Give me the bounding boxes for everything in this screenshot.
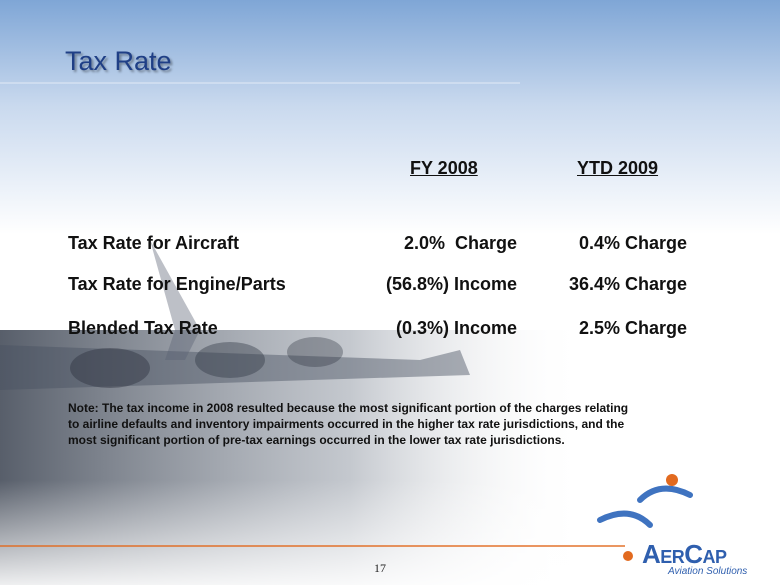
- note-line: most significant portion of pre-tax earn…: [68, 433, 565, 447]
- row-label: Tax Rate for Aircraft: [68, 233, 240, 253]
- cell: (56.8%) Income: [385, 274, 517, 294]
- note-line: to airline defaults and inventory impair…: [68, 417, 625, 431]
- slide-title: Tax Rate: [65, 46, 172, 76]
- logo-tagline: Aviation Solutions: [668, 566, 748, 577]
- cell: 0.4% Charge: [578, 233, 687, 253]
- cell: 2.5% Charge: [578, 318, 687, 338]
- row-label: Blended Tax Rate: [68, 318, 218, 338]
- note-line: Note: The tax income in 2008 resulted be…: [68, 401, 629, 415]
- cell: 2.0% Charge: [403, 233, 517, 253]
- row-label: Tax Rate for Engine/Parts: [68, 274, 286, 294]
- column-header: FY 2008: [410, 158, 478, 178]
- cell: 36.4% Charge: [568, 274, 687, 294]
- column-header: YTD 2009: [577, 158, 659, 178]
- logo: AerCap: [642, 539, 727, 569]
- page-number: 17: [374, 561, 386, 575]
- cell: (0.3%) Income: [395, 318, 517, 338]
